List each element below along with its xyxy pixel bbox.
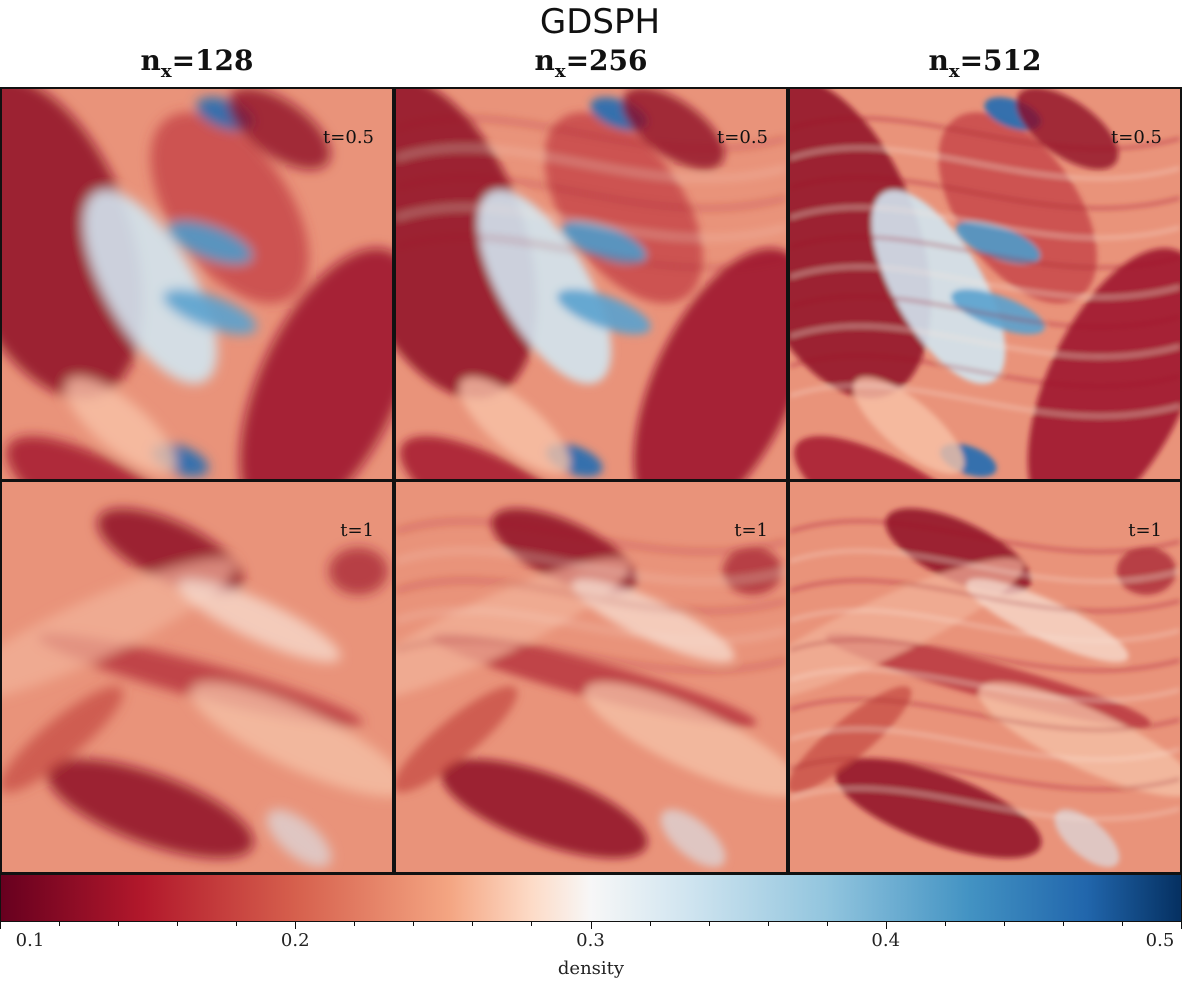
colorbar-minor-tick — [531, 922, 533, 926]
colorbar-tick-label: 0.2 — [280, 930, 310, 951]
colorbar-minor-tick — [944, 922, 946, 926]
colorbar-tick-label: 0.3 — [576, 930, 605, 951]
time-label: t=1 — [340, 520, 374, 541]
density-panel-n128-t05: t=0.5 — [0, 87, 394, 481]
colorbar-minor-tick — [354, 922, 356, 926]
density-panel-n128-t1: t=1 — [0, 480, 394, 874]
colorbar-minor-tick — [118, 922, 120, 926]
density-field-image — [396, 482, 786, 872]
colorbar-minor-tick — [413, 922, 415, 926]
column-label-256: nx=256 — [534, 44, 648, 82]
time-label: t=0.5 — [717, 127, 768, 148]
colorbar-major-tick — [1181, 922, 1182, 929]
colorbar-minor-tick — [1121, 922, 1123, 926]
colorbar-minor-tick — [177, 922, 179, 926]
density-panel-n256-t05: t=0.5 — [394, 87, 788, 481]
colorbar-minor-tick — [826, 922, 828, 926]
density-field-image — [2, 89, 392, 479]
time-label: t=0.5 — [1111, 127, 1162, 148]
colorbar-minor-tick — [767, 922, 769, 926]
colorbar-label: density — [557, 958, 625, 979]
density-field-image — [790, 482, 1180, 872]
column-label-512: nx=512 — [928, 44, 1042, 82]
density-panel-n256-t1: t=1 — [394, 480, 788, 874]
density-field-image — [396, 89, 786, 479]
colorbar-minor-tick — [59, 922, 61, 926]
colorbar-minor-tick — [1062, 922, 1064, 926]
colorbar-minor-tick — [885, 922, 887, 926]
colorbar-minor-tick — [1003, 922, 1005, 926]
figure-title: GDSPH — [539, 2, 661, 42]
time-label: t=1 — [1128, 520, 1162, 541]
colorbar-tick-label: 0.4 — [871, 930, 901, 951]
colorbar-minor-tick — [649, 922, 651, 926]
colorbar-minor-tick — [236, 922, 238, 926]
colorbar-tick-label: 0.5 — [1145, 930, 1175, 951]
colorbar-minor-tick — [590, 922, 592, 926]
density-field-image — [790, 89, 1180, 479]
time-label: t=0.5 — [323, 127, 374, 148]
density-panel-n512-t1: t=1 — [788, 480, 1182, 874]
time-label: t=1 — [734, 520, 768, 541]
colorbar-minor-tick — [472, 922, 474, 926]
density-field-image — [2, 482, 392, 872]
density-panel-n512-t05: t=0.5 — [788, 87, 1182, 481]
colorbar-tick-label: 0.1 — [15, 930, 45, 951]
colorbar-minor-tick — [295, 922, 297, 926]
colorbar-minor-tick — [0, 922, 1, 926]
density-colorbar — [0, 874, 1182, 922]
colorbar-minor-tick — [708, 922, 710, 926]
column-label-128: nx=128 — [140, 44, 254, 82]
